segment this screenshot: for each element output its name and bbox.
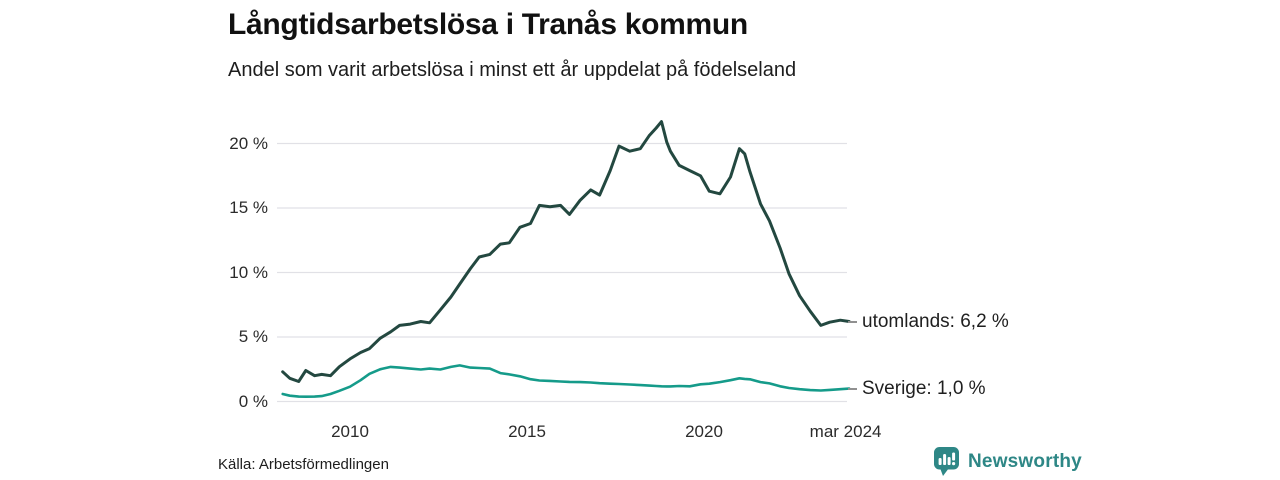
annotation-dash-icon — [848, 320, 857, 323]
x-tick-label: 2010 — [331, 422, 369, 441]
y-tick-label: 20 % — [229, 133, 268, 153]
x-tick-label: 2020 — [685, 422, 723, 441]
series-line-utomlands — [281, 120, 851, 383]
series-line-sverige — [281, 364, 851, 399]
y-tick-label: 0 % — [238, 391, 268, 411]
source-credit: Källa: Arbetsförmedlingen — [218, 456, 389, 473]
x-tick-label: 2015 — [508, 422, 546, 441]
newsworthy-logo-icon — [934, 447, 959, 476]
series-annotation-sverige: Sverige: 1,0 % — [848, 377, 986, 401]
annotation-label-sverige: Sverige: 1,0 % — [862, 377, 986, 399]
chart-title: Långtidsarbetslösa i Tranås kommun — [228, 8, 748, 41]
newsworthy-wordmark: Newsworthy — [968, 450, 1082, 472]
y-tick-label: 5 % — [238, 327, 268, 346]
annotation-label-utomlands: utomlands: 6,2 % — [862, 310, 1009, 332]
newsworthy-brand: Newsworthy — [933, 446, 1082, 477]
x-tick-label: mar 2024 — [809, 422, 882, 441]
y-tick-label: 10 % — [229, 262, 268, 282]
y-tick-label: 15 % — [229, 198, 268, 217]
chart-subtitle: Andel som varit arbetslösa i minst ett å… — [228, 59, 797, 81]
series-annotation-utomlands: utomlands: 6,2 % — [848, 310, 1009, 334]
annotation-dash-icon — [848, 387, 857, 390]
